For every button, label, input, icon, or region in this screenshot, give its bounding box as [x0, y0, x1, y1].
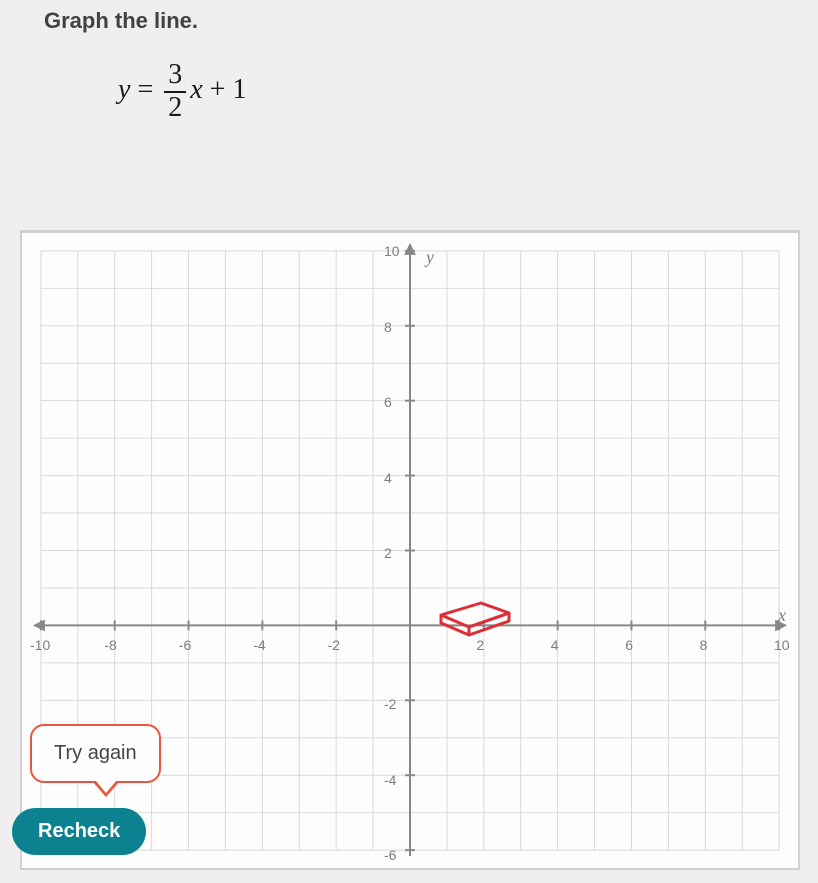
y-axis-label: y: [426, 247, 434, 268]
y-tick-label: -2: [384, 696, 396, 712]
x-tick-label: 4: [551, 637, 559, 653]
equation-denominator: 2: [164, 93, 186, 124]
y-tick-label: 4: [384, 470, 392, 486]
equation-fraction: 32: [164, 60, 186, 124]
equation-lhs: y: [118, 74, 130, 105]
y-tick-label: -6: [384, 847, 396, 863]
x-tick-label: -10: [30, 637, 50, 653]
x-axis-arrow-left-icon: [33, 619, 45, 631]
instruction-text: Graph the line.: [44, 8, 198, 34]
y-tick-label: 6: [384, 394, 392, 410]
tooltip-text: Try again: [54, 742, 137, 764]
eraser-icon[interactable]: [431, 583, 521, 638]
x-tick-label: -6: [179, 637, 191, 653]
x-tick-label: 10: [774, 637, 790, 653]
x-tick-label: 8: [700, 637, 708, 653]
x-tick-label: -4: [253, 637, 265, 653]
try-again-tooltip: Try again: [30, 724, 161, 783]
y-axis-arrow-icon: [404, 243, 416, 255]
x-tick-label: -2: [328, 637, 340, 653]
recheck-button[interactable]: Recheck: [12, 808, 146, 855]
y-tick-label: -4: [384, 772, 396, 788]
x-axis-label: x: [778, 605, 786, 626]
y-tick-label: 2: [384, 545, 392, 561]
x-tick-label: -8: [104, 637, 116, 653]
x-tick-label: 2: [476, 637, 484, 653]
y-tick-label: 8: [384, 319, 392, 335]
equation-variable: x: [190, 74, 202, 105]
equation-numerator: 3: [164, 60, 186, 93]
equation-constant: 1: [232, 74, 246, 105]
y-tick-label: 10: [384, 243, 400, 259]
x-tick-label: 6: [625, 637, 633, 653]
equation-display: y = 32x + 1: [118, 60, 246, 124]
